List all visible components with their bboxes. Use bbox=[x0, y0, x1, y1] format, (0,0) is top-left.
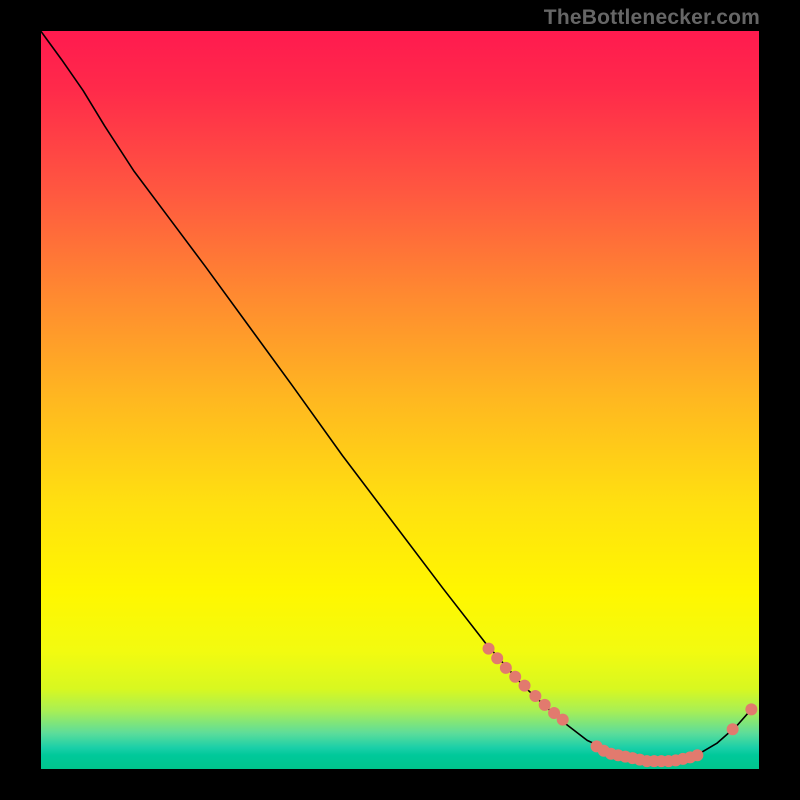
curve-marker bbox=[691, 749, 703, 761]
curve-marker bbox=[483, 643, 495, 655]
curve-marker bbox=[500, 662, 512, 674]
curve-marker bbox=[539, 699, 551, 711]
curve-marker bbox=[529, 690, 541, 702]
curve-marker bbox=[519, 680, 531, 692]
curve-marker bbox=[727, 723, 739, 735]
figure-root: TheBottlenecker.com bbox=[0, 0, 800, 800]
curve-marker bbox=[557, 714, 569, 726]
branding-label: TheBottlenecker.com bbox=[544, 6, 760, 30]
curve-marker bbox=[491, 652, 503, 664]
plot-area bbox=[40, 30, 760, 770]
curve-marker bbox=[745, 703, 757, 715]
bottleneck-curve-chart bbox=[40, 30, 760, 770]
curve-marker bbox=[509, 671, 521, 683]
curve-line bbox=[40, 30, 751, 761]
